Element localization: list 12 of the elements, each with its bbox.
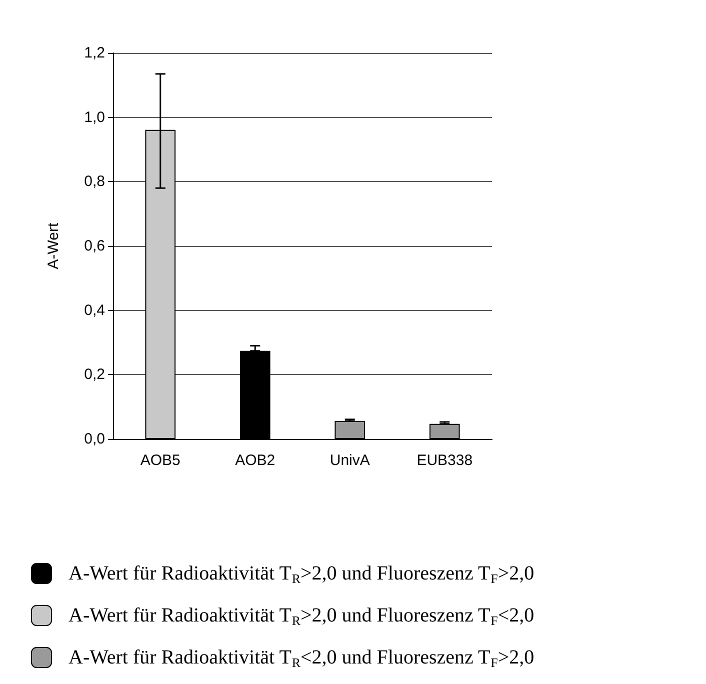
x-tick-label: EUB338 bbox=[416, 452, 473, 469]
x-tick-label: AOB5 bbox=[140, 452, 180, 469]
x-tick-label: AOB2 bbox=[235, 452, 276, 469]
y-tick-label: 0,4 bbox=[84, 302, 105, 319]
y-tick-label: 0,0 bbox=[84, 430, 105, 448]
y-tick-label: 0,6 bbox=[84, 238, 105, 254]
y-axis-title: A-Wert bbox=[45, 222, 62, 270]
y-tick-label: 1,2 bbox=[84, 44, 105, 62]
x-tick-label: UnivA bbox=[330, 452, 370, 469]
y-tick-label: 0,8 bbox=[84, 173, 105, 190]
y-tick-label: 1,0 bbox=[84, 108, 105, 126]
y-tick-label: 0,2 bbox=[84, 366, 105, 384]
